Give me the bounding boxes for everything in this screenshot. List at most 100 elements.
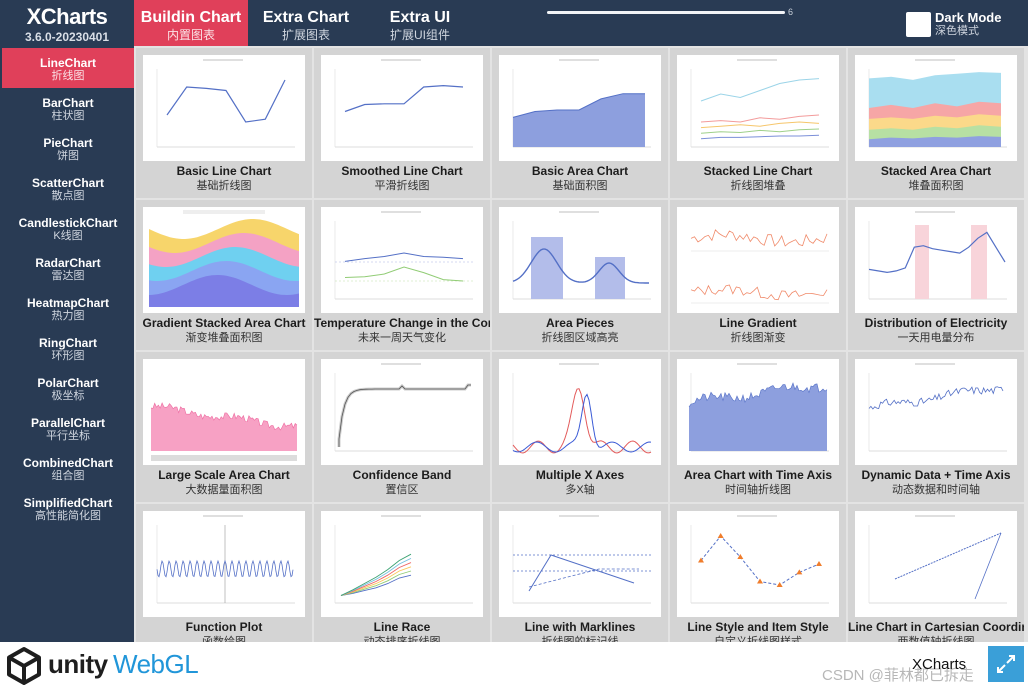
- sidebar-item-radarchart[interactable]: RadarChart 雷达图: [2, 248, 134, 288]
- tab-extra-ui[interactable]: Extra UI 扩展UI组件: [363, 0, 477, 46]
- sidebar-item-barchart[interactable]: BarChart 柱状图: [2, 88, 134, 128]
- tab-sublabel: 扩展UI组件: [389, 28, 450, 42]
- chart-card-title: Gradient Stacked Area Chart: [142, 316, 306, 330]
- footer: unity WebGL CSDN @菲林都已拆走 XCharts: [0, 642, 1028, 696]
- chart-card-subtitle: 未来一周天气变化: [358, 332, 446, 344]
- app-title: XCharts: [26, 4, 108, 29]
- chart-card-subtitle: 折线图堆叠: [730, 180, 786, 192]
- sidebar-item-label: ParallelChart: [30, 416, 106, 430]
- chart-card-item-style[interactable]: Line Style and Item Style 自定义折线图样式: [670, 504, 846, 642]
- dark-mode-label: Dark Mode 深色模式: [935, 10, 1001, 38]
- sidebar-item-linechart[interactable]: LineChart 折线图: [2, 48, 134, 88]
- chart-card-stacked-area[interactable]: Stacked Area Chart 堆叠面积图: [848, 48, 1024, 198]
- dark-mode-title: Dark Mode: [935, 10, 1002, 25]
- chart-card-subtitle: 动态数据和时间轴: [892, 484, 980, 496]
- fullscreen-button[interactable]: [988, 646, 1024, 682]
- chart-card-subtitle: 一天用电量分布: [897, 332, 975, 344]
- sidebar-item-parallelchart[interactable]: ParallelChart 平行坐标: [2, 408, 134, 448]
- chart-card-stacked-line[interactable]: Stacked Line Chart 折线图堆叠: [670, 48, 846, 198]
- app-version: 3.6.0-20230401: [24, 30, 110, 44]
- chart-card-smooth-line[interactable]: Smoothed Line Chart 平滑折线图: [314, 48, 490, 198]
- chart-thumbnail: [512, 515, 651, 604]
- sidebar-item-label: CandlestickChart: [18, 216, 118, 230]
- chart-card-subtitle: 平滑折线图: [374, 180, 430, 192]
- chart-card-title: Stacked Line Chart: [703, 164, 813, 178]
- chart-preview: [855, 511, 1017, 617]
- chart-card-subtitle: 两数值轴折线图: [897, 636, 975, 642]
- sidebar-item-label: RingChart: [39, 336, 97, 350]
- chart-card-temperature[interactable]: Temperature Change in the Coming 未来一周天气变化: [314, 200, 490, 350]
- sidebar-item-simplifiedchart[interactable]: SimplifiedChart 高性能简化图: [2, 488, 134, 528]
- sidebar-item-label: BarChart: [42, 96, 94, 110]
- chart-thumbnail: [688, 363, 829, 452]
- chart-card-subtitle: 置信区: [385, 484, 419, 496]
- tab-label: Buildin Chart: [140, 9, 242, 26]
- chart-card-subtitle: 多X轴: [565, 484, 595, 496]
- chart-card-subtitle: 渐变堆叠面积图: [185, 332, 263, 344]
- chart-card-line-gradient[interactable]: Line Gradient 折线图渐变: [670, 200, 846, 350]
- chart-card-title: Area Chart with Time Axis: [683, 468, 833, 482]
- sidebar-item-heatmapchart[interactable]: HeatmapChart 热力图: [2, 288, 134, 328]
- chart-card-cartesian[interactable]: Line Chart in Cartesian Coordinate 两数值轴折线…: [848, 504, 1024, 642]
- chart-preview: [143, 359, 305, 465]
- chart-thumbnail: [150, 402, 298, 461]
- sidebar-item-ringchart[interactable]: RingChart 环形图: [2, 328, 134, 368]
- chart-thumbnail: [512, 363, 652, 454]
- sidebar-item-combinedchart[interactable]: CombinedChart 组合图: [2, 448, 134, 488]
- chart-card-line-race[interactable]: Line Race 动态排序折线图: [314, 504, 490, 642]
- column-slider[interactable]: [547, 11, 785, 14]
- chart-card-subtitle: 大数据量面积图: [185, 484, 263, 496]
- chart-card-gradient-stacked[interactable]: Gradient Stacked Area Chart 渐变堆叠面积图: [136, 200, 312, 350]
- webgl-text: WebGL: [113, 649, 199, 679]
- chart-card-large-area[interactable]: Large Scale Area Chart 大数据量面积图: [136, 352, 312, 502]
- chart-card-dynamic[interactable]: Dynamic Data + Time Axis 动态数据和时间轴: [848, 352, 1024, 502]
- sidebar-item-label: HeatmapChart: [26, 296, 110, 310]
- chart-card-title: Line Gradient: [719, 316, 797, 330]
- chart-preview: [321, 207, 483, 313]
- chart-card-title: Smoothed Line Chart: [341, 164, 463, 178]
- sidebar-item-sublabel: K线图: [53, 230, 83, 242]
- sidebar-item-sublabel: 高性能简化图: [35, 510, 101, 522]
- chart-preview: [677, 207, 839, 313]
- chart-thumbnail: [868, 59, 1007, 148]
- dark-mode-toggle[interactable]: [906, 12, 931, 37]
- chart-card-electricity[interactable]: Distribution of Electricity 一天用电量分布: [848, 200, 1024, 350]
- chart-card-title: Line Race: [373, 620, 431, 634]
- chart-card-multi-x[interactable]: Multiple X Axes 多X轴: [492, 352, 668, 502]
- unity-text: unity: [48, 649, 108, 679]
- sidebar-item-candlestickchart[interactable]: CandlestickChart K线图: [2, 208, 134, 248]
- chart-preview: [143, 511, 305, 617]
- chart-thumbnail: [690, 229, 829, 304]
- sidebar-item-scatterchart[interactable]: ScatterChart 散点图: [2, 168, 134, 208]
- chart-card-title: Function Plot: [185, 620, 263, 634]
- chart-card-marklines[interactable]: Line with Marklines 折线图的标记线: [492, 504, 668, 642]
- chart-card-basic-line[interactable]: Basic Line Chart 基础折线图: [136, 48, 312, 198]
- chart-preview: [499, 207, 661, 313]
- sidebar-item-label: CombinedChart: [23, 456, 113, 470]
- sidebar-item-sublabel: 组合图: [51, 470, 85, 482]
- chart-card-area-pieces[interactable]: Area Pieces 折线图区域高亮: [492, 200, 668, 350]
- sidebar-item-piechart[interactable]: PieChart 饼图: [2, 128, 134, 168]
- chart-thumbnail: [512, 59, 651, 148]
- chart-card-function[interactable]: Function Plot 函数绘图: [136, 504, 312, 642]
- tab-extra-chart[interactable]: Extra Chart 扩展图表: [249, 0, 363, 46]
- chart-thumbnail: [334, 363, 473, 452]
- chart-card-subtitle: 动态排序折线图: [363, 636, 441, 642]
- tab-buildin-chart[interactable]: Buildin Chart 内置图表: [134, 0, 248, 46]
- tab-sublabel: 扩展图表: [281, 28, 330, 42]
- chart-card-basic-area[interactable]: Basic Area Chart 基础面积图: [492, 48, 668, 198]
- chart-thumbnail: [868, 363, 1007, 452]
- fullscreen-icon: [997, 655, 1015, 673]
- chart-thumbnail: [156, 515, 295, 604]
- chart-preview: [677, 511, 839, 617]
- chart-card-time-area[interactable]: Area Chart with Time Axis 时间轴折线图: [670, 352, 846, 502]
- chart-card-confidence[interactable]: Confidence Band 置信区: [314, 352, 490, 502]
- sidebar-item-sublabel: 极坐标: [51, 390, 85, 402]
- chart-grid: Basic Line Chart 基础折线图 Smoothed Line Chart…: [134, 46, 1028, 642]
- chart-card-subtitle: 函数绘图: [202, 636, 246, 642]
- chart-preview: [321, 511, 483, 617]
- chart-card-subtitle: 时间轴折线图: [725, 484, 791, 496]
- sidebar-item-polarchart[interactable]: PolarChart 极坐标: [2, 368, 134, 408]
- chart-thumbnail: [156, 59, 295, 148]
- chart-card-subtitle: 折线图区域高亮: [541, 332, 619, 344]
